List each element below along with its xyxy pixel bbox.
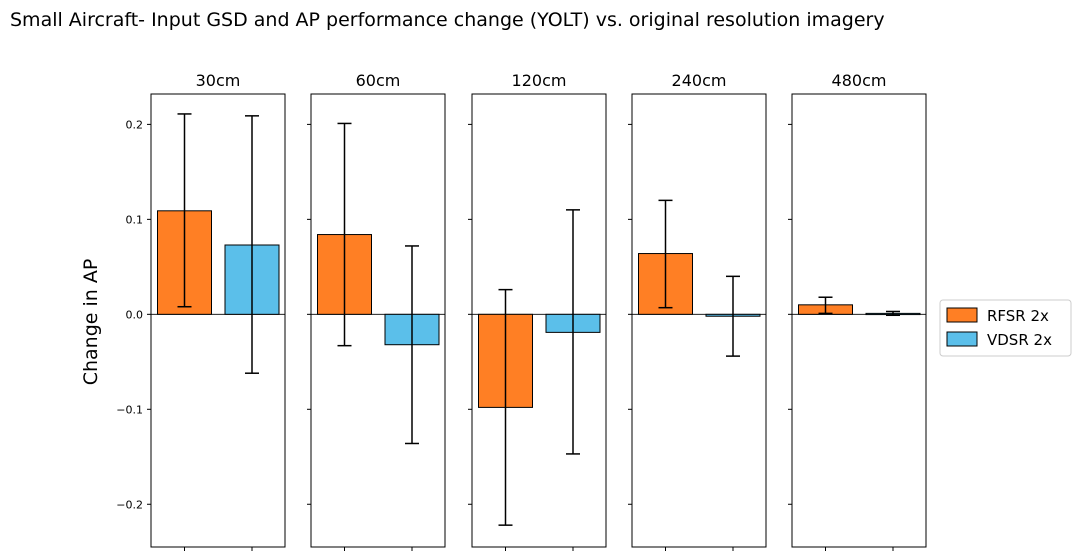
panel-title-60cm: 60cm — [356, 71, 401, 90]
y-tick-label: −0.1 — [116, 403, 143, 416]
panel-frame-120cm — [471, 93, 607, 548]
y-tick-label: 0.2 — [126, 118, 144, 131]
panel-title-30cm: 30cm — [196, 71, 241, 90]
panels: 30cm −0.2 −0.1 0.0 0.1 0.2 60cm 120cm 240cm 480cm — [116, 71, 927, 551]
panel-title-480cm: 480cm — [832, 71, 887, 90]
panel-frame-480cm — [791, 93, 927, 548]
legend-swatch-vdsr — [946, 331, 978, 347]
y-tick-label: 0.0 — [126, 308, 144, 321]
y-tick-label: 0.1 — [126, 213, 144, 226]
panel-title-240cm: 240cm — [672, 71, 727, 90]
panel-frame-30cm — [150, 93, 286, 548]
panel-frame-240cm — [631, 93, 767, 548]
legend-label-vdsr: VDSR 2x — [987, 331, 1052, 349]
chart-title: Small Aircraft- Input GSD and AP perform… — [10, 9, 885, 31]
legend-swatch-rfsr — [946, 307, 978, 323]
legend: RFSR 2x VDSR 2x — [939, 299, 1072, 357]
y-tick-label: −0.2 — [116, 498, 143, 511]
legend-label-rfsr: RFSR 2x — [987, 307, 1049, 325]
y-axis-label: Change in AP — [80, 259, 102, 386]
panel-frame-60cm — [310, 93, 446, 548]
panel-title-120cm: 120cm — [512, 71, 567, 90]
